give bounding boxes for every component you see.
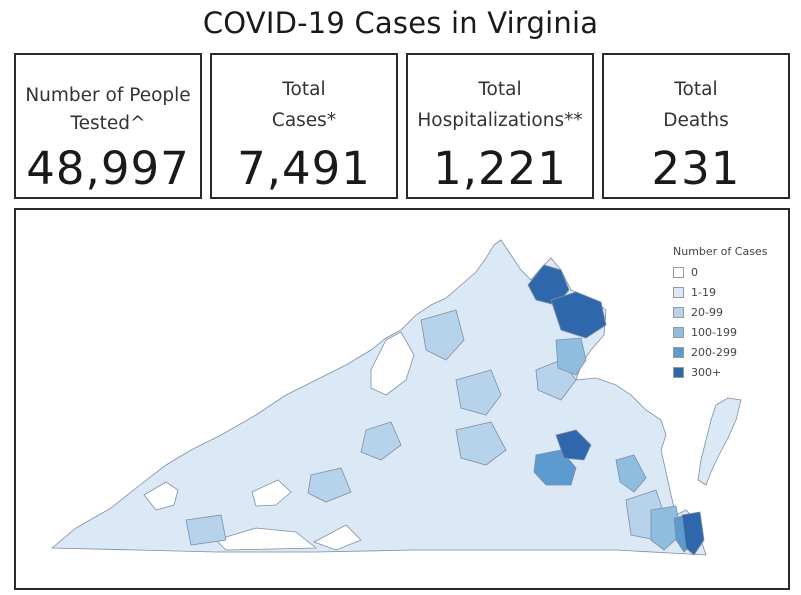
legend-label-100-199: 100-199	[691, 325, 737, 339]
legend-item-100-199[interactable]: 100-199	[673, 322, 767, 342]
cases-20-99-region-8[interactable]	[455, 421, 507, 466]
people-tested-value: 48,997	[26, 142, 190, 195]
people-tested-card[interactable]: Number of People Tested^ 48,997	[14, 53, 202, 199]
legend-swatch-200-299	[673, 346, 684, 358]
eastern-shore-region[interactable]	[697, 397, 742, 486]
total-deaths-card[interactable]: Total Deaths 231	[602, 53, 790, 199]
legend-label-300-plus: 300+	[691, 365, 722, 379]
zero-case-region-5[interactable]	[313, 524, 362, 551]
cases-300-plus-region-1[interactable]	[527, 264, 570, 306]
legend-item-1-19[interactable]: 1-19	[673, 282, 767, 302]
legend-title: Number of Cases	[673, 245, 768, 258]
legend-label-1-19: 1-19	[691, 285, 716, 299]
cases-20-99-region-5[interactable]	[307, 467, 352, 503]
legend-item-0[interactable]: 0	[673, 262, 767, 282]
legend-label-0: 0	[691, 265, 698, 279]
cases-300-plus-region-2[interactable]	[550, 291, 607, 339]
zero-case-region-3[interactable]	[215, 527, 318, 551]
cases-20-99-region-6[interactable]	[185, 514, 227, 546]
zero-case-region-2[interactable]	[251, 479, 292, 507]
people-tested-label-line1: Number of People	[25, 85, 191, 106]
total-cases-card[interactable]: Total Cases* 7,491	[210, 53, 398, 199]
total-deaths-label-line2: Deaths	[663, 110, 729, 131]
total-cases-label-line1: Total	[282, 79, 326, 100]
virginia-state-shape[interactable]	[50, 239, 707, 556]
legend-swatch-20-99	[673, 306, 684, 318]
total-hospitalizations-label-line1: Total	[478, 79, 522, 100]
legend-swatch-100-199	[673, 326, 684, 338]
page-title: COVID-19 Cases in Virginia	[202, 6, 599, 40]
cases-20-99-region-2[interactable]	[455, 369, 502, 416]
total-hospitalizations-value: 1,221	[433, 142, 567, 195]
cases-20-99-region-4[interactable]	[360, 421, 402, 461]
total-cases-value: 7,491	[237, 142, 371, 195]
legend: Number of Cases 0 1-19 20-99 100-199 200…	[673, 245, 767, 382]
zero-case-region-4[interactable]	[370, 331, 415, 396]
legend-label-20-99: 20-99	[691, 305, 723, 319]
cases-20-99-region-1[interactable]	[420, 309, 465, 361]
cases-300-plus-region-4[interactable]	[681, 511, 705, 556]
cases-100-199-region-3[interactable]	[650, 505, 682, 551]
cases-100-199-region-1[interactable]	[555, 337, 587, 376]
total-cases-label-line2: Cases*	[271, 110, 337, 131]
cases-300-plus-region-3[interactable]	[555, 429, 592, 461]
legend-item-20-99[interactable]: 20-99	[673, 302, 767, 322]
total-deaths-label-line1: Total	[674, 79, 718, 100]
legend-swatch-0	[673, 266, 684, 278]
virginia-county-map[interactable]	[16, 210, 790, 590]
total-deaths-value: 231	[651, 142, 741, 195]
legend-swatch-300-plus	[673, 366, 684, 378]
legend-label-200-299: 200-299	[691, 345, 737, 359]
cases-100-199-region-2[interactable]	[615, 454, 647, 493]
total-hospitalizations-card[interactable]: Total Hospitalizations** 1,221	[406, 53, 594, 199]
legend-swatch-1-19	[673, 286, 684, 298]
zero-case-region-1[interactable]	[143, 481, 179, 511]
legend-item-200-299[interactable]: 200-299	[673, 342, 767, 362]
people-tested-label-line2: Tested^	[70, 113, 146, 134]
total-hospitalizations-label-line2: Hospitalizations**	[417, 110, 583, 131]
legend-item-300-plus[interactable]: 300+	[673, 362, 767, 382]
virginia-map-panel[interactable]: Number of Cases 0 1-19 20-99 100-199 200…	[14, 208, 790, 590]
